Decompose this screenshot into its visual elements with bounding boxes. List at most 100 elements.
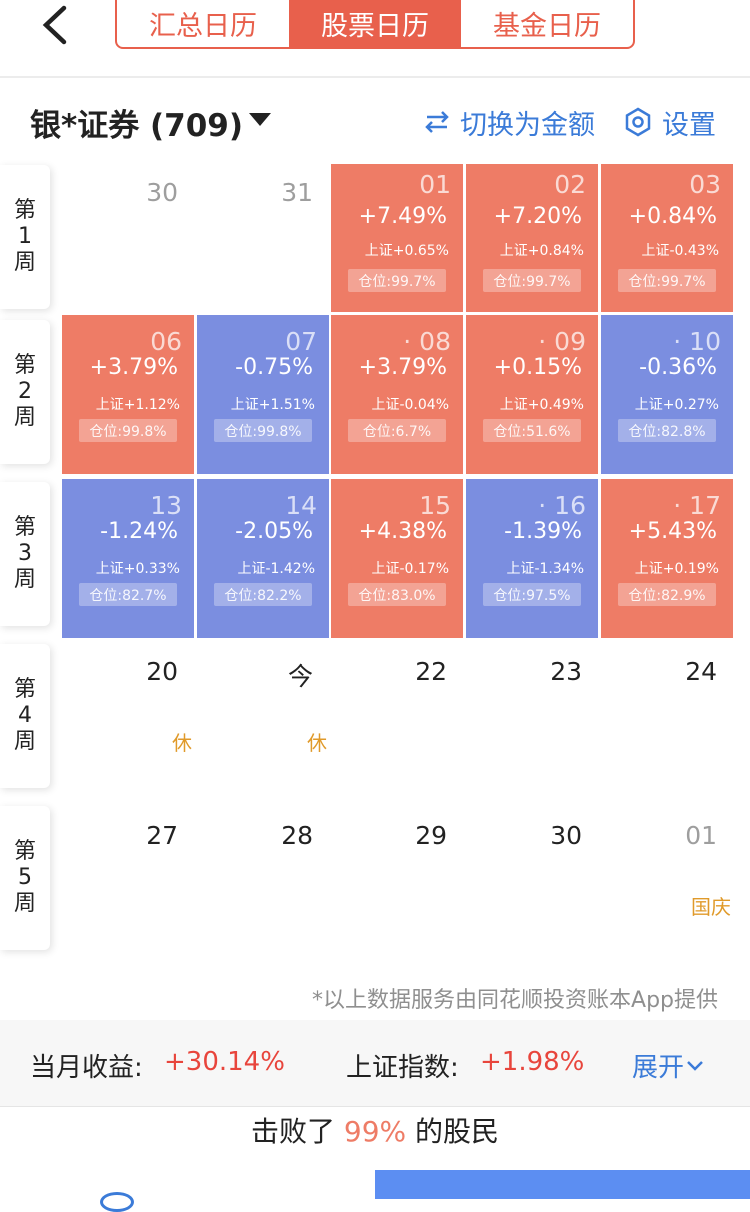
day-number: 22 <box>415 657 447 686</box>
day-number: 23 <box>550 657 582 686</box>
day-cell-today[interactable]: 今 休 <box>197 643 329 802</box>
day-number: 27 <box>146 821 178 850</box>
day-number: 01 <box>419 170 451 199</box>
day-number: · 09 <box>538 327 586 356</box>
day-return: +7.20% <box>493 204 582 229</box>
monthly-return-label: 当月收益: <box>30 1053 143 1083</box>
day-return: +7.49% <box>358 204 447 229</box>
day-cell[interactable]: 30 <box>62 164 194 323</box>
bottom-action-button[interactable] <box>375 1170 750 1199</box>
day-number: · 08 <box>403 327 451 356</box>
day-cell-up[interactable]: 06 +3.79% 上证+1.12% 仓位:99.8% <box>62 315 194 474</box>
holiday-note: 国庆 <box>691 895 731 919</box>
position-badge: 仓位:99.7% <box>483 269 581 292</box>
day-number: 02 <box>554 170 586 199</box>
day-return: -1.24% <box>100 519 178 544</box>
beat-investors-text: 击败了 99% 的股民 <box>0 1110 750 1150</box>
settings-button[interactable]: 设置 <box>622 104 716 141</box>
index-label: 上证指数: <box>346 1053 459 1083</box>
switch-to-amount-button[interactable]: 切换为金额 <box>422 104 595 141</box>
calendar-type-tabs: 汇总日历 股票日历 基金日历 <box>115 0 635 49</box>
expand-button[interactable]: 展开 <box>632 1047 706 1084</box>
switch-label: 切换为金额 <box>460 109 595 141</box>
day-cell-down[interactable]: · 16 -1.39% 上证-1.34% 仓位:97.5% <box>466 479 598 638</box>
day-number: 28 <box>281 821 313 850</box>
position-badge: 仓位:83.0% <box>348 583 446 606</box>
day-number: 15 <box>419 491 451 520</box>
data-source-disclaimer: *以上数据服务由同花顺投资账本App提供 <box>312 988 718 1013</box>
position-badge: 仓位:82.7% <box>79 583 177 606</box>
account-selector[interactable]: 银*证券 (709) <box>30 108 244 144</box>
day-number: 31 <box>281 178 313 207</box>
holiday-note: 休 <box>307 731 327 755</box>
index-change: 上证+0.65% <box>364 243 449 259</box>
day-cell[interactable]: 24 <box>601 643 733 802</box>
position-badge: 仓位:51.6% <box>483 419 581 442</box>
day-cell-up[interactable]: · 17 +5.43% 上证+0.19% 仓位:82.9% <box>601 479 733 638</box>
back-arrow-icon[interactable] <box>38 2 78 48</box>
position-badge: 仓位:99.7% <box>348 269 446 292</box>
day-cell[interactable]: 27 <box>62 807 194 966</box>
day-cell-down[interactable]: · 10 -0.36% 上证+0.27% 仓位:82.8% <box>601 315 733 474</box>
beat-prefix: 击败了 <box>250 1115 335 1148</box>
day-cell-up[interactable]: 03 +0.84% 上证-0.43% 仓位:99.7% <box>601 164 733 312</box>
top-bar: 汇总日历 股票日历 基金日历 <box>0 0 750 78</box>
position-badge: 仓位:99.8% <box>79 419 177 442</box>
index-change: 上证-0.04% <box>371 397 449 413</box>
index-change: 上证+0.84% <box>499 243 584 259</box>
settings-label: 设置 <box>662 109 716 141</box>
index-change: 上证-1.34% <box>506 561 584 577</box>
day-cell-down[interactable]: 13 -1.24% 上证+0.33% 仓位:82.7% <box>62 479 194 638</box>
index-change: 上证+0.27% <box>634 397 719 413</box>
day-cell[interactable]: 30 <box>466 807 598 966</box>
day-cell[interactable]: 22 <box>331 643 463 802</box>
day-number: 13 <box>150 491 182 520</box>
day-cell-up[interactable]: 15 +4.38% 上证-0.17% 仓位:83.0% <box>331 479 463 638</box>
beat-suffix: 的股民 <box>415 1115 500 1148</box>
day-cell-down[interactable]: 07 -0.75% 上证+1.51% 仓位:99.8% <box>197 315 329 474</box>
day-return: -1.39% <box>504 519 582 544</box>
day-cell-up[interactable]: · 09 +0.15% 上证+0.49% 仓位:51.6% <box>466 315 598 474</box>
day-cell[interactable]: 28 <box>197 807 329 966</box>
swap-icon <box>425 111 449 133</box>
caret-down-icon[interactable] <box>249 113 271 126</box>
day-cell-up[interactable]: 01 +7.49% 上证+0.65% 仓位:99.7% <box>331 164 463 312</box>
day-number: 01 <box>685 821 717 850</box>
day-return: +0.84% <box>628 204 717 229</box>
day-return: -0.36% <box>639 355 717 380</box>
gear-icon <box>625 107 651 137</box>
day-cell-up[interactable]: 02 +7.20% 上证+0.84% 仓位:99.7% <box>466 164 598 312</box>
index-change: 上证+0.33% <box>95 561 180 577</box>
day-return: +4.38% <box>358 519 447 544</box>
monthly-return-value: +30.14% <box>164 1047 285 1077</box>
tab-summary-calendar[interactable]: 汇总日历 <box>149 10 257 42</box>
day-cell[interactable]: 29 <box>331 807 463 966</box>
index-change: 上证+1.12% <box>95 397 180 413</box>
day-cell[interactable]: 01 国庆 <box>601 807 733 966</box>
tab-fund-calendar[interactable]: 基金日历 <box>493 10 601 42</box>
day-cell[interactable]: 20 休 <box>62 643 194 802</box>
day-number: 07 <box>285 327 317 356</box>
day-number: 14 <box>285 491 317 520</box>
index-change: 上证+0.19% <box>634 561 719 577</box>
day-cell[interactable]: 31 <box>197 164 329 323</box>
day-cell-down[interactable]: 14 -2.05% 上证-1.42% 仓位:82.2% <box>197 479 329 638</box>
day-number: · 16 <box>538 491 586 520</box>
beat-percent: 99% <box>343 1115 407 1148</box>
position-badge: 仓位:6.7% <box>348 419 446 442</box>
day-number: 20 <box>146 657 178 686</box>
bottom-bar-icon[interactable] <box>100 1192 134 1212</box>
day-number: 29 <box>415 821 447 850</box>
tab-stock-calendar[interactable]: 股票日历 <box>289 0 461 47</box>
position-badge: 仓位:82.2% <box>214 583 312 606</box>
chevron-down-icon <box>687 1060 703 1071</box>
index-change: 上证-1.42% <box>237 561 315 577</box>
holiday-note: 休 <box>172 731 192 755</box>
day-cell-up[interactable]: · 08 +3.79% 上证-0.04% 仓位:6.7% <box>331 315 463 474</box>
day-cell[interactable]: 23 <box>466 643 598 802</box>
position-badge: 仓位:99.7% <box>618 269 716 292</box>
day-return: +0.15% <box>493 355 582 380</box>
day-return: +3.79% <box>358 355 447 380</box>
